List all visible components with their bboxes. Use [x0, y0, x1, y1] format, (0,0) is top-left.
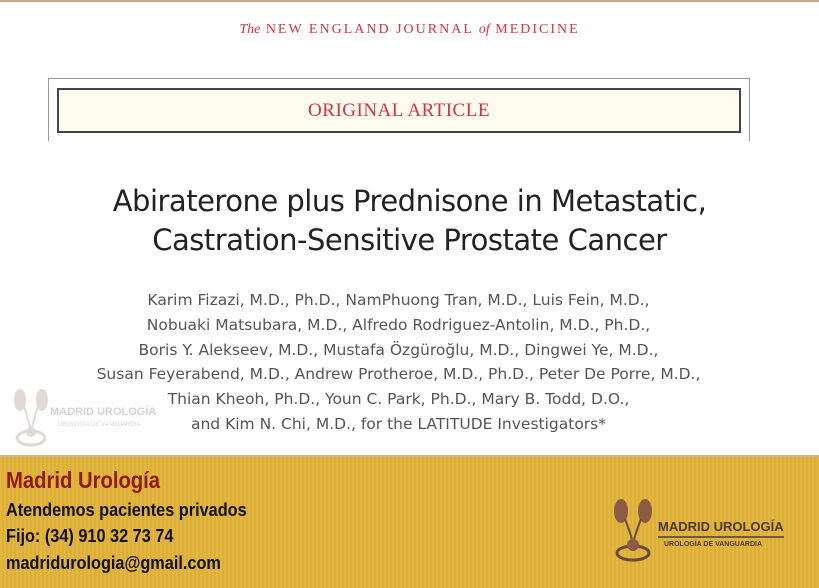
clinic-logo: MADRID UROLOGÍA UROLOGÍA DE VANGUARDIA [612, 497, 784, 568]
watermark-logo-name: MADRID UROLOGÍA [50, 406, 157, 418]
clinic-footer: Madrid Urología Atendemos pacientes priv… [0, 455, 819, 588]
watermark-logo: MADRID UROLOGÍA UROLOGÍA DE VANGUARDIA [12, 386, 156, 453]
article-type-label: ORIGINAL ARTICLE [57, 88, 741, 133]
masthead-name: NEW ENGLAND JOURNAL [265, 22, 474, 37]
clinic-logo-tagline: UROLOGÍA DE VANGUARDIA [664, 541, 762, 548]
watermark-logo-tagline: UROLOGÍA DE VANGUARDIA [58, 422, 141, 428]
journal-masthead: The NEW ENGLAND JOURNAL of MEDICINE [0, 22, 819, 38]
clinic-tagline: Atendemos pacientes privados [6, 499, 247, 520]
clinic-phone: Fijo: (34) 910 32 73 74 [6, 525, 174, 546]
masthead-medicine: MEDICINE [495, 22, 580, 37]
author-line: and Kim N. Chi, M.D., for the LATITUDE I… [190, 414, 607, 433]
author-line: Thian Kheoh, Ph.D., Youn C. Park, Ph.D.,… [167, 390, 630, 409]
masthead-of: of [478, 22, 490, 37]
top-divider [0, 0, 819, 2]
article-title: Abiraterone plus Prednisone in Metastati… [0, 182, 819, 260]
title-line-1: Abiraterone plus Prednisone in Metastati… [112, 184, 707, 218]
author-line: Nobuaki Matsubara, M.D., Alfredo Rodrigu… [146, 315, 651, 334]
kidney-icon [14, 389, 48, 447]
author-line: Karim Fizazi, M.D., Ph.D., NamPhuong Tra… [147, 291, 650, 309]
clinic-name: Madrid Urología [6, 467, 161, 493]
clinic-email: madridurologia@gmail.com [6, 552, 221, 573]
kidney-icon [614, 499, 652, 562]
title-line-2: Castration-Sensitive Prostate Cancer [152, 223, 667, 257]
author-line: Susan Feyerabend, M.D., Andrew Protheroe… [96, 365, 701, 384]
masthead-the: The [239, 22, 261, 37]
article-type-frame [48, 78, 750, 141]
author-list: Karim Fizazi, M.D., Ph.D., NamPhuong Tra… [0, 288, 797, 437]
clinic-logo-name: MADRID UROLOGÍA [658, 519, 784, 538]
author-line: Boris Y. Alekseev, M.D., Mustafa Özgüroğ… [138, 340, 659, 359]
